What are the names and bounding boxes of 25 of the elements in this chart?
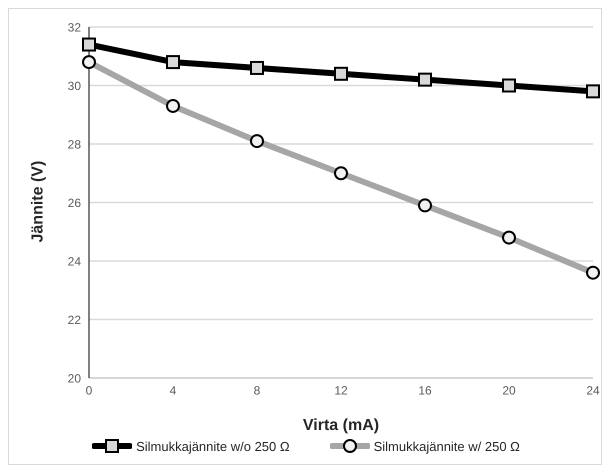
y-tick-label: 28: [68, 137, 82, 152]
y-tick-label: 30: [68, 78, 82, 93]
point: [502, 78, 516, 92]
legend-label: Silmukkajännite w/ 250 Ω: [374, 438, 520, 454]
x-tick-label: 0: [86, 384, 93, 398]
x-tick-label: 8: [254, 384, 261, 398]
x-tick-label: 4: [170, 384, 177, 398]
point: [82, 38, 96, 52]
x-tick-label: 16: [418, 384, 432, 398]
y-tick-label: 26: [68, 196, 82, 210]
y-tick-label: 32: [68, 20, 82, 34]
point: [250, 60, 264, 75]
x-tick-label: 20: [502, 384, 516, 398]
point: [586, 84, 600, 98]
y-tick-label: 20: [68, 371, 82, 386]
x-axis-title: Virta (mA): [302, 417, 380, 434]
point: [166, 55, 180, 70]
x-tick-label: 24: [586, 384, 600, 398]
legend-label: Silmukkajännite w/o 250 Ω: [136, 438, 290, 454]
y-tick-label: 22: [68, 312, 82, 327]
point: [418, 72, 432, 87]
y-axis-title: Jännite (V): [30, 160, 47, 242]
point: [334, 66, 348, 81]
y-tick-label: 24: [68, 254, 82, 268]
x-tick-label: 12: [334, 384, 348, 398]
